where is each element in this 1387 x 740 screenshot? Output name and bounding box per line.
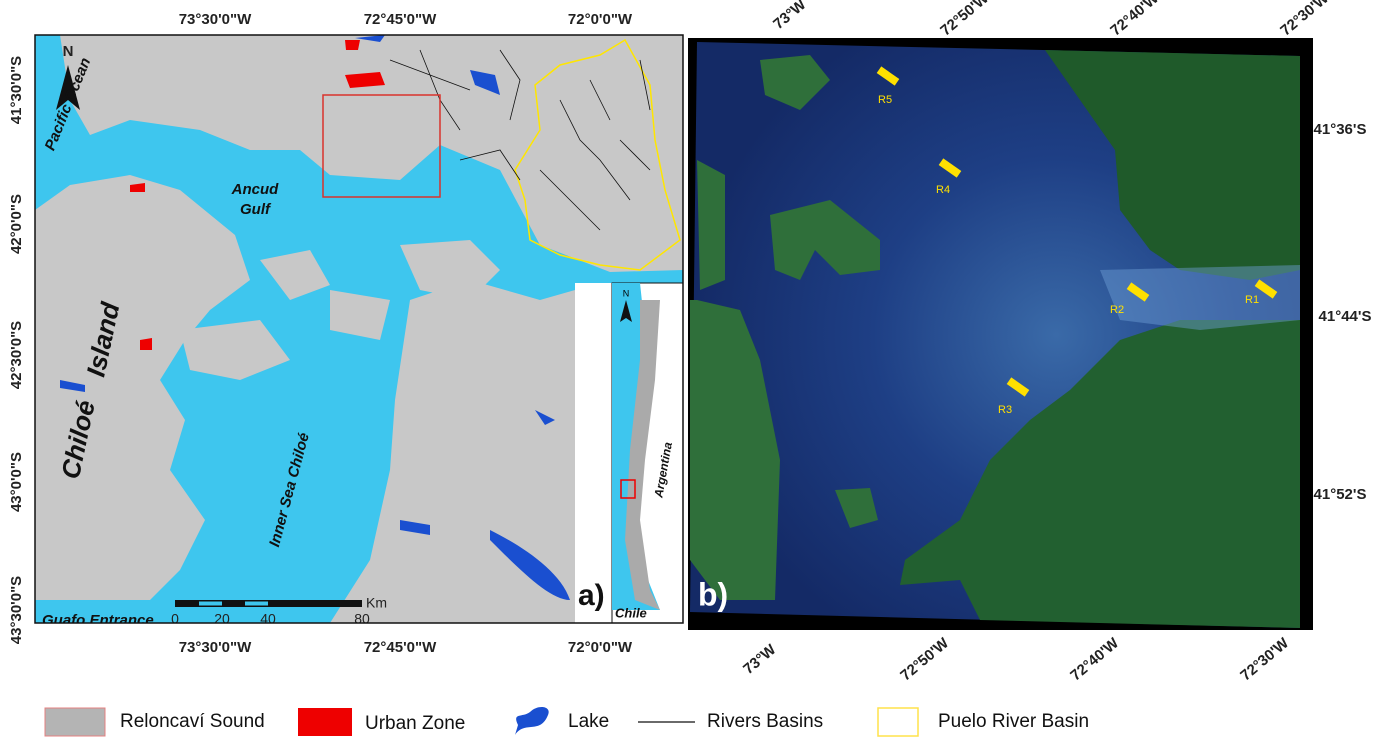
- lat-label: 41°52'S: [1314, 486, 1367, 503]
- lon-label: 72°50'W: [897, 634, 952, 684]
- scale-unit: Km: [366, 595, 387, 611]
- panel-tag: b): [698, 576, 728, 612]
- argentina-area: [575, 283, 615, 623]
- lat-label: 43°30'0"S: [8, 576, 25, 644]
- lon-label: 72°30'W: [1237, 634, 1292, 684]
- north-label: N: [63, 43, 74, 60]
- lat-label: 41°30'0"S: [8, 56, 25, 124]
- sediment-plume: [1100, 265, 1300, 330]
- lat-label: 43°0'0"S: [8, 452, 25, 512]
- figure: N Pacific Ocean Ancud Gulf Chiloé Island…: [0, 0, 1387, 740]
- lon-label: 73°30'0"W: [179, 11, 252, 28]
- lat-label: 41°36'S: [1314, 121, 1367, 138]
- lat-label: 42°0'0"S: [8, 194, 25, 254]
- legend-label: Puelo River Basin: [938, 711, 1089, 732]
- site-label: R5: [878, 94, 892, 106]
- legend-label: Lake: [568, 711, 609, 732]
- lon-label: 73°W: [770, 0, 810, 33]
- lat-label: 41°44'S: [1319, 308, 1372, 325]
- legend-swatch: [878, 708, 918, 736]
- lon-label: 72°0'0"W: [568, 639, 633, 656]
- site-label: R3: [998, 404, 1012, 416]
- legend: Reloncaví Sound Urban Zone Lake Rivers B…: [45, 707, 1089, 736]
- place-label: Gulf: [240, 201, 272, 218]
- lon-label: 72°30'W: [1277, 0, 1332, 39]
- panel-tag: a): [578, 579, 605, 612]
- lon-label: 73°30'0"W: [179, 639, 252, 656]
- scale-bar-part: [199, 602, 222, 606]
- legend-swatch: [515, 707, 549, 735]
- scale-label: 40: [260, 611, 276, 627]
- lon-label: 72°40'W: [1067, 634, 1122, 684]
- lon-label: 72°50'W: [937, 0, 992, 39]
- panel-a: N Pacific Ocean Ancud Gulf Chiloé Island…: [35, 35, 683, 629]
- legend-label: Rivers Basins: [707, 711, 823, 732]
- panel-b: R1 R2 R3 R4 R5 b): [688, 38, 1313, 630]
- scale-label: 0: [171, 611, 179, 627]
- place-label: Guafo Entrance: [42, 612, 154, 629]
- legend-swatch: [298, 708, 352, 736]
- scale-label: 80: [354, 611, 370, 627]
- legend-label: Reloncaví Sound: [120, 711, 265, 732]
- site-label: R1: [1245, 294, 1259, 306]
- inset-label: Chile: [615, 605, 647, 620]
- place-label: Ancud: [231, 181, 280, 198]
- legend-swatch: [45, 708, 105, 736]
- lon-label: 72°0'0"W: [568, 11, 633, 28]
- lon-label: 72°45'0"W: [364, 11, 437, 28]
- inset-north: N: [623, 288, 630, 298]
- lon-label: 73°W: [740, 641, 780, 678]
- inset-map: N Argentina Chile: [612, 283, 683, 623]
- scale-bar-part: [245, 602, 268, 606]
- lon-label: 72°40'W: [1107, 0, 1162, 39]
- site-label: R2: [1110, 304, 1124, 316]
- lat-label: 42°30'0"S: [8, 321, 25, 389]
- scale-label: 20: [214, 611, 230, 627]
- legend-label: Urban Zone: [365, 713, 465, 734]
- site-label: R4: [936, 184, 950, 196]
- lon-label: 72°45'0"W: [364, 639, 437, 656]
